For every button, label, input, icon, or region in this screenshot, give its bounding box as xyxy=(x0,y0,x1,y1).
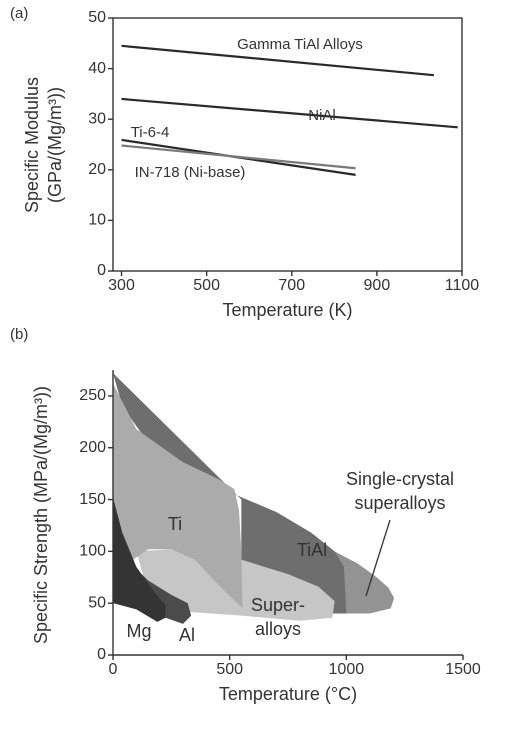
region-label: TiAl xyxy=(297,540,327,560)
region xyxy=(113,373,347,614)
line-label: Gamma TiAl Alloys xyxy=(237,36,363,53)
plot-frame xyxy=(112,17,463,272)
x-tick-label: 900 xyxy=(364,277,391,294)
y-tick-label: 50 xyxy=(88,594,106,611)
y-axis-label: Specific Strength (MPa/(Mg/m³)) xyxy=(31,386,51,644)
region-label: Super- xyxy=(251,595,305,615)
panel-label: (b) xyxy=(10,326,28,343)
region-label: alloys xyxy=(255,619,301,639)
x-axis-label: Temperature (°C) xyxy=(219,684,357,704)
y-tick-label: 150 xyxy=(79,491,106,508)
x-axis-label: Temperature (K) xyxy=(222,300,352,320)
x-tick-label: 500 xyxy=(216,661,243,678)
y-tick-label: 250 xyxy=(79,387,106,404)
region xyxy=(113,497,166,622)
y-tick-label: 10 xyxy=(88,212,106,229)
x-tick-label: 300 xyxy=(108,277,135,294)
region xyxy=(113,383,243,609)
region-label: Single-crystal xyxy=(346,469,454,489)
y-tick-label: 40 xyxy=(88,60,106,77)
line-label: NiAl xyxy=(308,107,336,124)
x-tick-label: 500 xyxy=(193,277,220,294)
line xyxy=(121,144,356,170)
region-label: superalloys xyxy=(354,493,445,513)
region-label: Ti xyxy=(168,514,182,534)
x-tick-label: 1100 xyxy=(445,277,480,294)
line xyxy=(121,44,435,77)
y-tick-label: 20 xyxy=(88,161,106,178)
y-tick-label: 50 xyxy=(88,9,106,26)
line xyxy=(121,97,458,129)
y-tick-label: 0 xyxy=(97,646,106,663)
x-tick-label: 1000 xyxy=(329,661,365,678)
panel-label: (a) xyxy=(10,5,28,22)
x-tick-label: 1500 xyxy=(445,661,481,678)
y-tick-label: 100 xyxy=(79,543,106,560)
region-label: Al xyxy=(179,625,195,645)
y-axis-label: (GPa/(Mg/m³)) xyxy=(45,87,65,203)
region xyxy=(334,551,395,614)
y-tick-label: 30 xyxy=(88,110,106,127)
x-tick-label: 700 xyxy=(278,277,305,294)
line-label: IN-718 (Ni-base) xyxy=(135,164,246,181)
line-label: Ti-6-4 xyxy=(131,124,170,141)
x-tick-label: 0 xyxy=(109,661,118,678)
region-label: Mg xyxy=(126,621,151,641)
leader-line xyxy=(365,519,391,597)
y-axis-label: Specific Modulus xyxy=(22,77,42,213)
y-tick-label: 0 xyxy=(97,262,106,279)
y-tick-label: 200 xyxy=(79,439,106,456)
